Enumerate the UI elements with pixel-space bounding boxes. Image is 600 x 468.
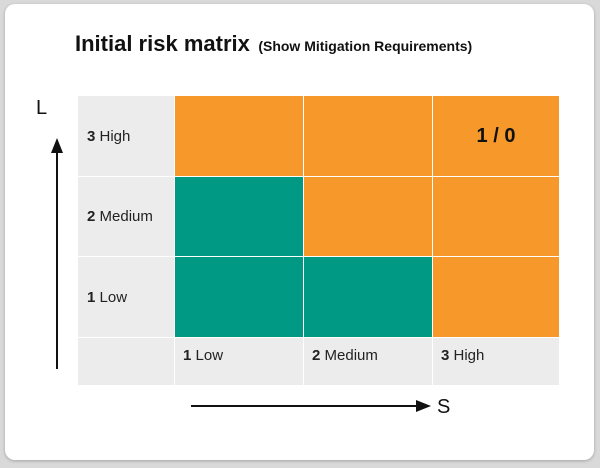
column-label-medium: 2 Medium [304,338,433,386]
row-label-medium: 2 Medium [78,177,175,257]
row-level-number: 1 [87,288,96,306]
matrix-cell-low-low[interactable] [175,257,304,338]
severity-axis-label: S [437,396,451,418]
column-level-name: Medium [324,347,378,364]
column-level-number: 1 [183,347,192,364]
matrix-cell-medium-low[interactable] [175,177,304,257]
column-level-number: 2 [312,347,321,364]
severity-arrowhead-icon [416,400,431,412]
column-level-name: High [453,347,485,364]
matrix-cell-low-medium[interactable] [304,257,433,338]
row-level-name: Medium [99,208,153,225]
matrix-cell-high-low[interactable] [175,96,304,177]
row-label-high: 3 High [78,96,175,177]
row-label-low: 1 Low [78,257,175,338]
matrix-title: Initial risk matrix (Show Mitigation Req… [75,31,472,57]
column-label-low: 1 Low [175,338,304,386]
risk-matrix-grid: 3 High 1 / 0 2 Medium 1 Low 1 Low 2 Medi… [78,96,560,386]
matrix-cell-high-medium[interactable] [304,96,433,177]
column-label-high: 3 High [433,338,560,386]
matrix-cell-low-high[interactable] [433,257,560,338]
likelihood-axis-label: L [36,97,48,119]
row-level-number: 3 [87,127,96,145]
row-level-number: 2 [87,208,96,225]
matrix-cell-high-high[interactable]: 1 / 0 [433,96,560,177]
title-subtitle: (Show Mitigation Requirements) [258,38,473,54]
matrix-corner [78,338,175,386]
column-level-number: 3 [441,347,450,364]
title-main: Initial risk matrix [75,31,250,56]
column-level-name: Low [195,347,224,364]
likelihood-arrowhead-icon [51,138,63,153]
row-level-name: Low [99,288,128,306]
cell-count: 1 / 0 [476,124,516,147]
matrix-cell-medium-medium[interactable] [304,177,433,257]
row-level-name: High [99,127,131,145]
matrix-cell-medium-high[interactable] [433,177,560,257]
